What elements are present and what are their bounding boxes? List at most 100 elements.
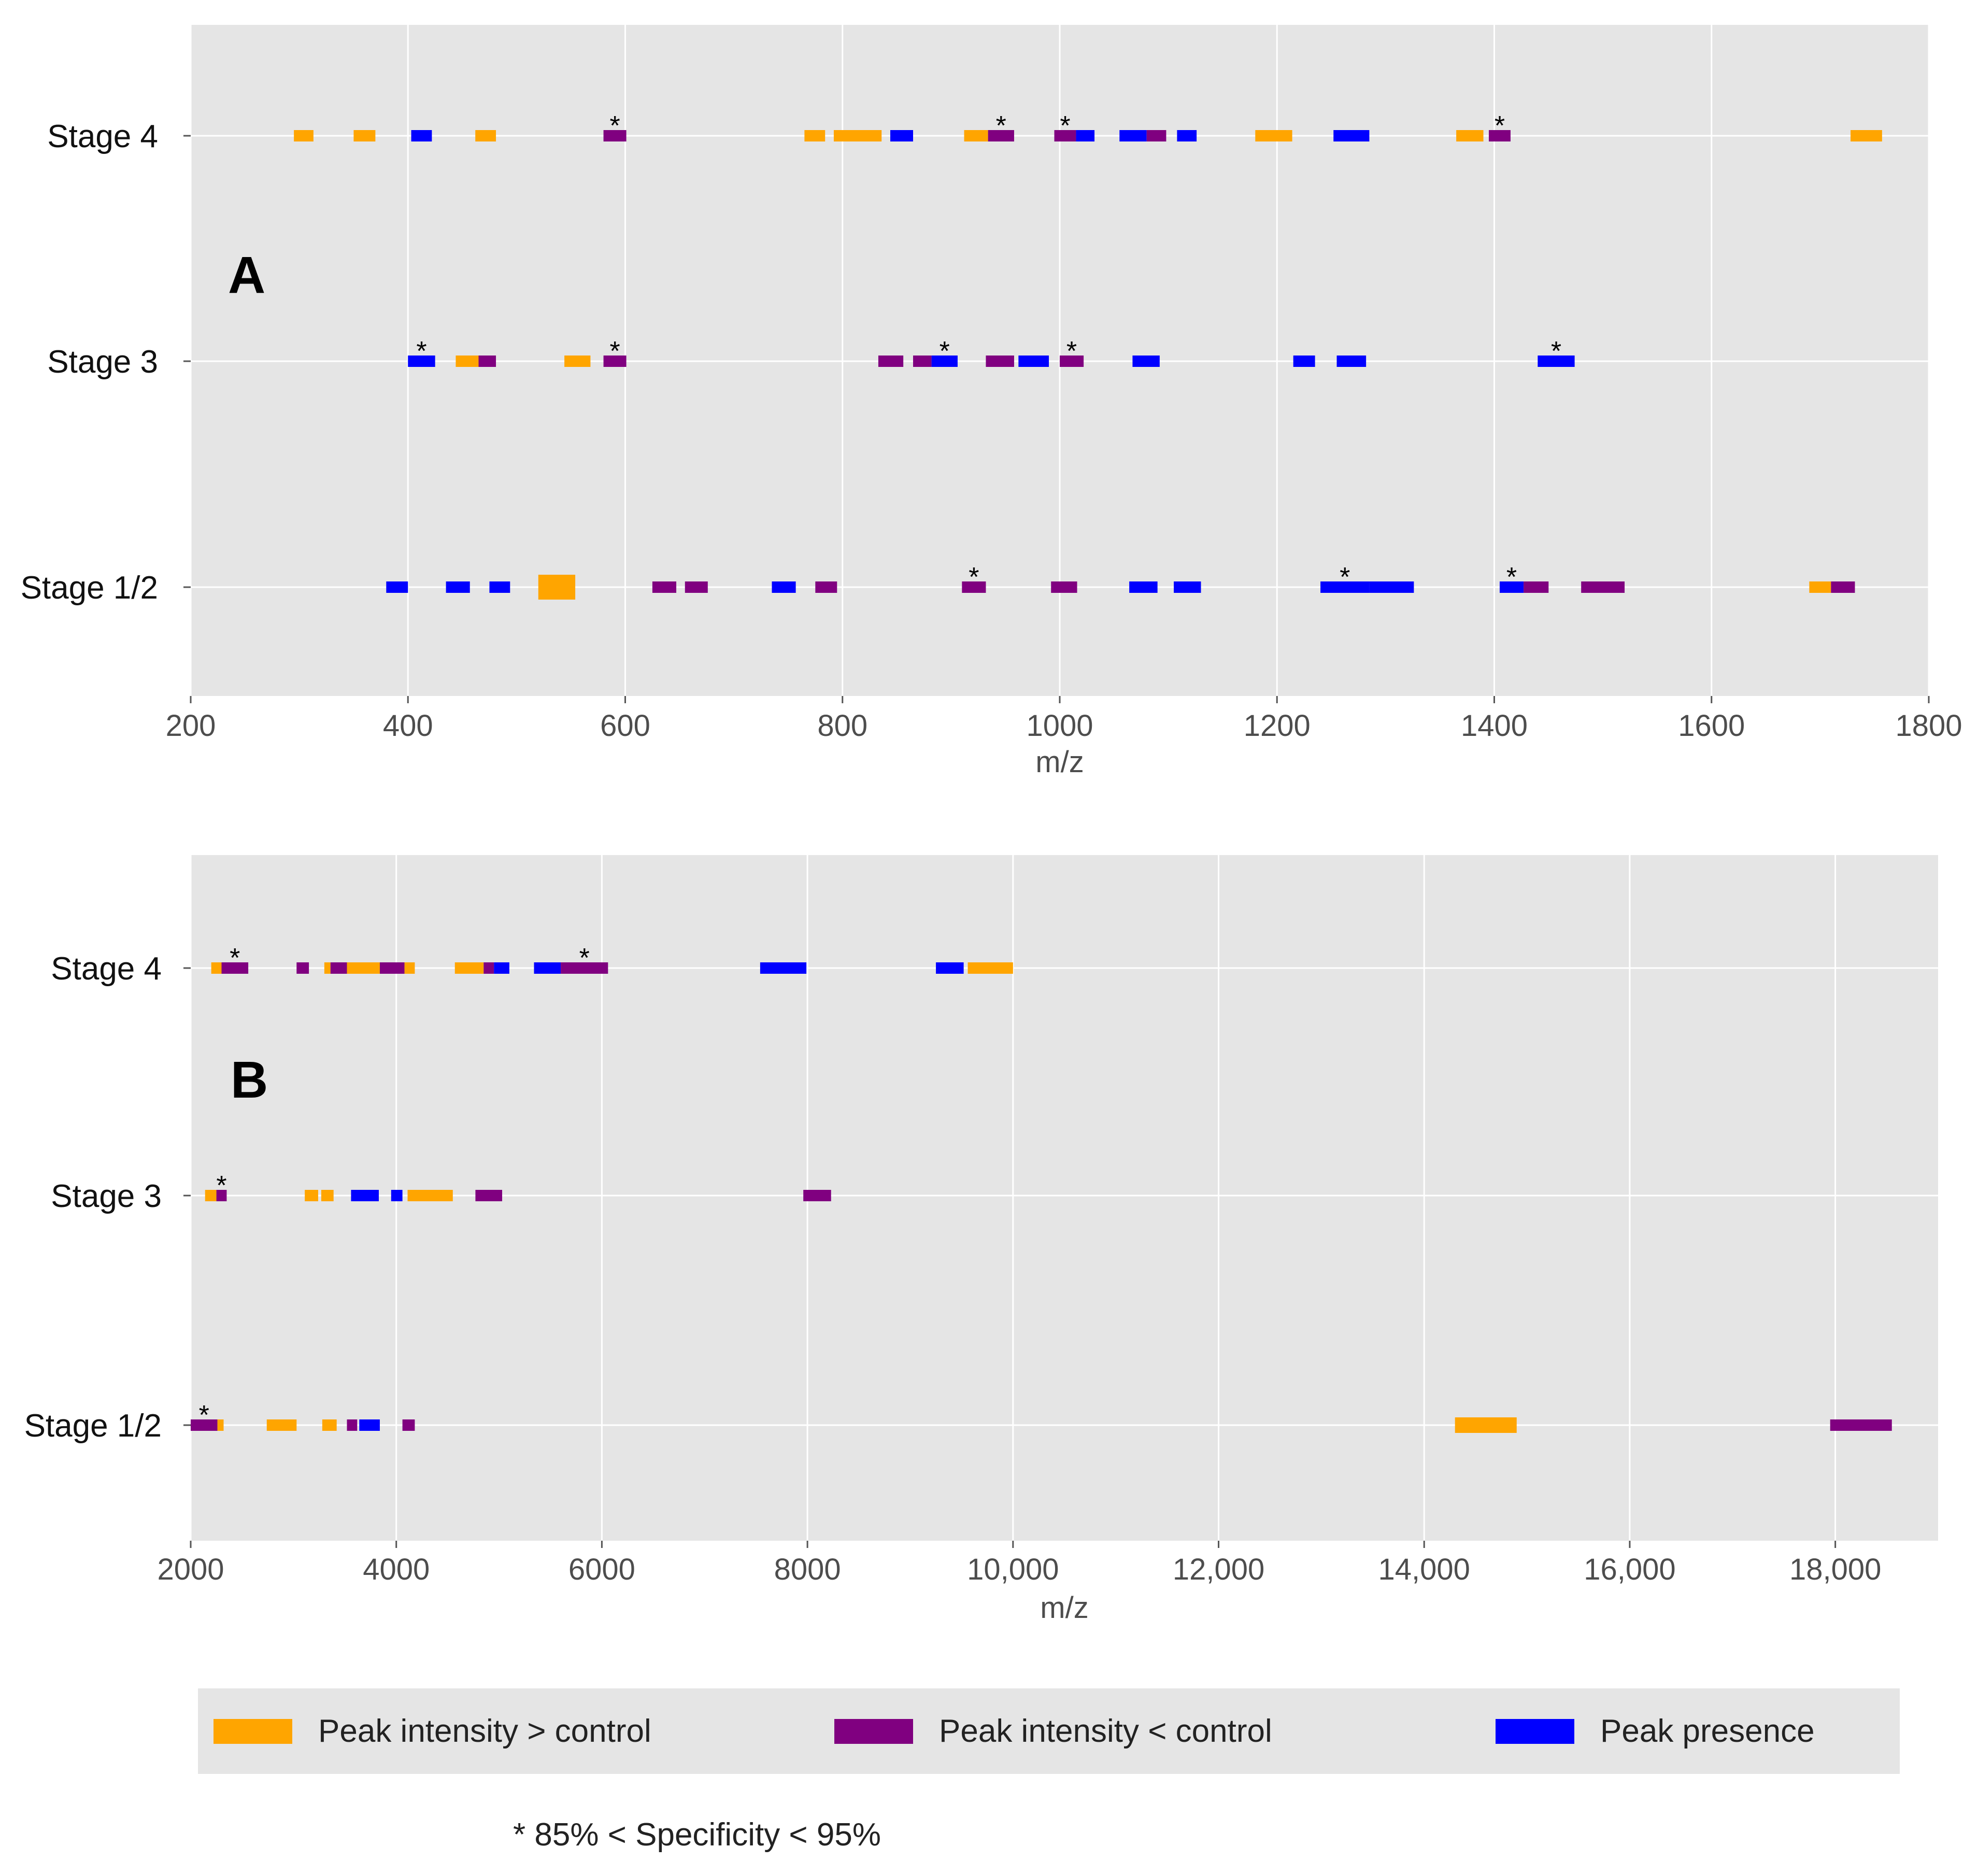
panel-b-peak-bar-presence [760, 962, 807, 974]
panel-a-peak-bar-lower [1060, 356, 1084, 367]
panel-a-specificity-marker: * [1506, 562, 1517, 592]
panel-b-peak-bar-lower [803, 1190, 831, 1201]
panel-a-peak-bar-higher [1456, 130, 1484, 141]
panel-b-specificity-marker: * [579, 943, 590, 973]
panel-a-tick-label: 400 [383, 709, 433, 743]
panel-a-peak-bar-presence [931, 356, 958, 367]
panel-b-tick-label: 2000 [157, 1553, 224, 1586]
panel-a-peak-bar-presence [890, 130, 914, 141]
panel-a-specificity-marker: * [609, 111, 620, 141]
panel-a-peak-bar-presence [489, 581, 510, 593]
panel-a-peak-bar-presence [1336, 356, 1367, 367]
panel-b-row-label: Stage 4 [51, 951, 162, 987]
panel-a-tick-label: 1200 [1244, 709, 1311, 743]
panel-b-peak-bar-lower [330, 962, 347, 974]
panel-b-tick-label: 4000 [363, 1553, 430, 1586]
panel-b-peak-bar-presence [534, 962, 561, 974]
panel-b-peak-bar-presence [351, 1190, 379, 1201]
panel-a-peak-bar-higher [353, 130, 376, 141]
panel-a-peak-bar-higher [475, 130, 496, 141]
legend-item-presence: Peak presence [1496, 1688, 1815, 1774]
specificity-footnote: * 85% < Specificity < 95% [513, 1817, 881, 1853]
legend: Peak intensity > control Peak intensity … [198, 1688, 1900, 1774]
panel-a-specificity-marker: * [1495, 111, 1505, 141]
panel-b-peak-bar-presence [936, 962, 964, 974]
legend-label-higher: Peak intensity > control [318, 1713, 651, 1749]
panel-b-panel-letter: B [231, 1051, 268, 1109]
panel-a-row-label: Stage 4 [47, 119, 158, 154]
panel-a-peak-bar-lower [652, 581, 677, 593]
panel-b-specificity-marker: * [230, 943, 240, 973]
panel-b-tick-label: 18,000 [1789, 1553, 1881, 1586]
panel-b-specificity-marker: * [216, 1171, 226, 1201]
panel-a-tick-label: 800 [817, 709, 867, 743]
panel-a-peak-bar-lower [1054, 130, 1076, 141]
panel-a-specificity-marker: * [1060, 111, 1070, 141]
panel-a-peak-bar-higher [538, 575, 576, 600]
panel-a-peak-bar-presence [411, 130, 432, 141]
panel-b-row-label: Stage 1/2 [24, 1408, 162, 1444]
panel-a-specificity-marker: * [1340, 562, 1350, 592]
panel-a-tick-label: 1600 [1678, 709, 1745, 743]
panel-b-tick-label: 10,000 [967, 1553, 1059, 1586]
panel-b-peak-bar-lower [221, 962, 249, 974]
legend-label-lower: Peak intensity < control [939, 1713, 1272, 1749]
panel-a-peak-bar-lower [1581, 581, 1625, 593]
panel-a-specificity-marker: * [969, 562, 979, 592]
legend-item-higher: Peak intensity > control [214, 1688, 651, 1774]
panel-a-tick-label: 600 [600, 709, 650, 743]
panel-a-specificity-marker: * [996, 111, 1006, 141]
panel-a-peak-bar-presence [1132, 356, 1160, 367]
panel-a-peak-bar-higher [564, 356, 591, 367]
panel-b-tick-label: 8000 [774, 1553, 841, 1586]
panel-a-peak-bar-presence [1177, 130, 1197, 141]
panel-a-peak-bar-higher [964, 130, 988, 141]
panel-a-specificity-marker: * [609, 336, 620, 366]
panel-b-tick-label: 16,000 [1584, 1553, 1675, 1586]
panel-a-peak-bar-lower [603, 356, 627, 367]
panel-a-tick-label: 1400 [1461, 709, 1528, 743]
panel-b-x-axis-label: m/z [1040, 1591, 1088, 1625]
panel-a-peak-bar-presence [1333, 130, 1370, 141]
legend-swatch-higher [214, 1718, 292, 1744]
legend-item-lower: Peak intensity < control [834, 1688, 1272, 1774]
panel-b-peak-bar-lower [379, 962, 405, 974]
panel-a-tick-label: 200 [166, 709, 216, 743]
panel-a-peak-bar-presence [1293, 356, 1315, 367]
panel-a-peak-bar-higher [1851, 130, 1882, 141]
panel-b-peak-bar-higher [322, 1419, 337, 1431]
legend-swatch-presence [1496, 1718, 1574, 1744]
panel-a-specificity-marker: * [1551, 336, 1561, 366]
panel-b-peak-bar-higher [347, 962, 380, 974]
panel-a-peak-bar-higher [1255, 130, 1292, 141]
legend-label-presence: Peak presence [1600, 1713, 1815, 1749]
panel-b-peak-bar-lower [191, 1419, 218, 1431]
panel-a-peak-bar-lower [1146, 130, 1166, 141]
panel-b-row-label: Stage 3 [51, 1178, 162, 1214]
panel-b-peak-bar-higher [1455, 1417, 1517, 1433]
panel-a-panel-letter: A [228, 246, 265, 304]
panel-a-peak-bar-lower [988, 130, 1014, 141]
panel-a-peak-bar-lower [815, 581, 837, 593]
panel-a-specificity-marker: * [1066, 336, 1077, 366]
panel-b-specificity-marker: * [199, 1400, 209, 1430]
panel-a-peak-bar-presence [446, 581, 470, 593]
panel-b-peak-bar-presence [494, 962, 509, 974]
panel-a-peak-bar-higher [804, 130, 826, 141]
panel-a-peak-bar-presence [1369, 581, 1414, 593]
panel-b-peak-bar-lower [475, 1190, 503, 1201]
panel-b-peak-bar-higher [321, 1190, 334, 1201]
panel-b-tick-label: 14,000 [1378, 1553, 1470, 1586]
panel-b-peak-bar-higher [205, 1190, 217, 1201]
panel-b-peak-bar-lower [561, 962, 608, 974]
panel-a-peak-bar-lower [685, 581, 708, 593]
panel-b-peak-bar-higher [407, 1190, 453, 1201]
panel-a-peak-bar-lower [962, 581, 986, 593]
panel-a-peak-bar-lower [878, 356, 904, 367]
panel-b-tick-label: 6000 [568, 1553, 635, 1586]
panel-a-peak-bar-lower [1489, 130, 1511, 141]
panel-a-peak-bar-higher [833, 130, 882, 141]
panel-b-peak-bar-higher [967, 962, 1013, 974]
panel-a-peak-bar-presence [1076, 130, 1095, 141]
